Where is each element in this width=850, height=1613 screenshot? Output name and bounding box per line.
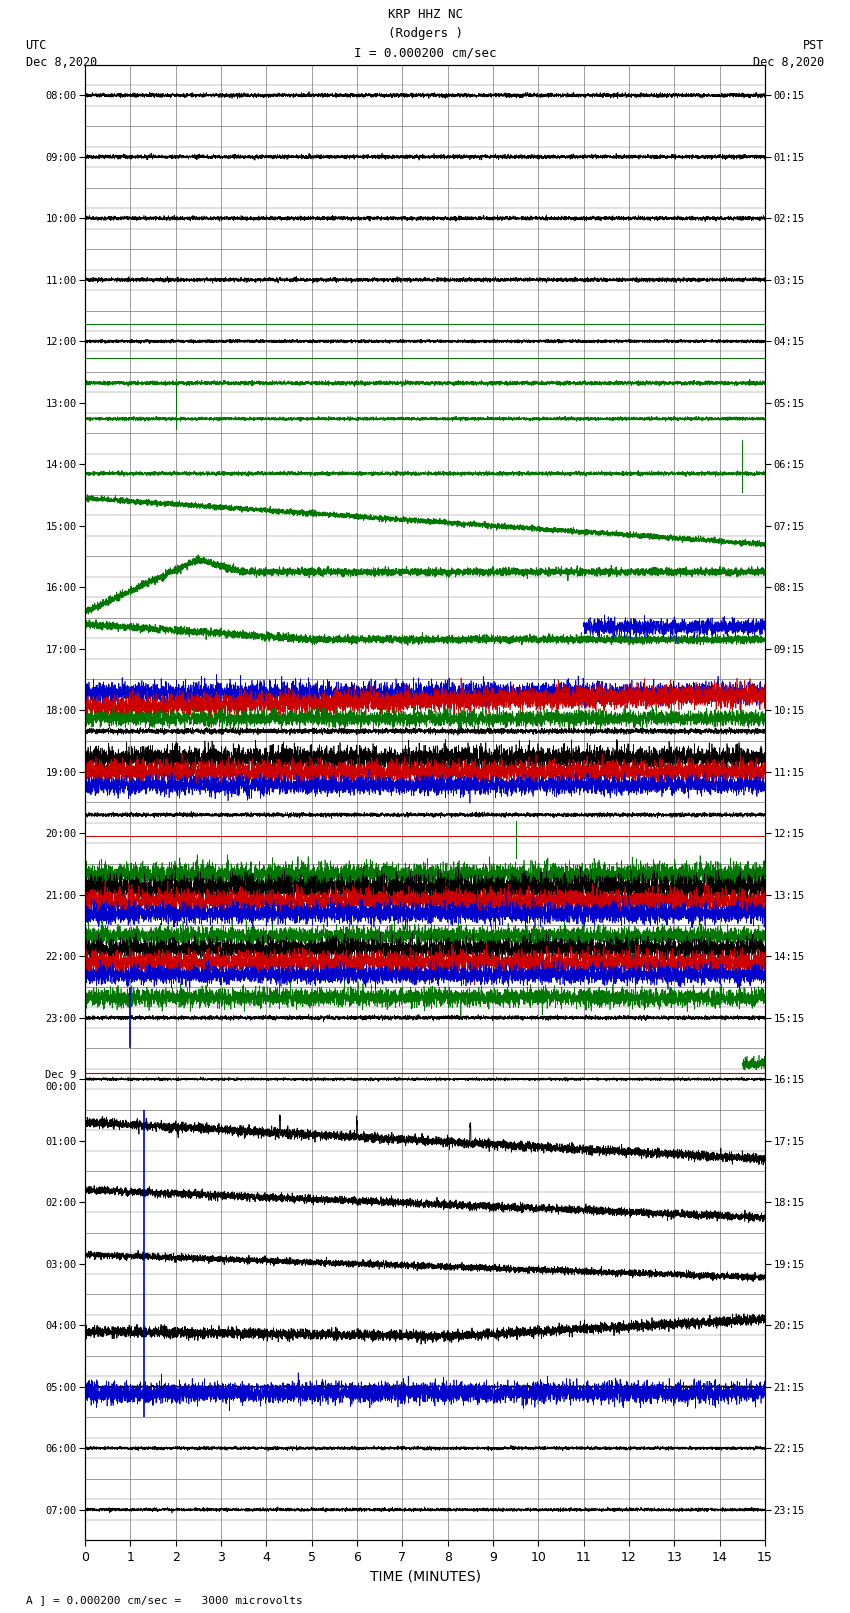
- Title: KRP HHZ NC
(Rodgers )
I = 0.000200 cm/sec: KRP HHZ NC (Rodgers ) I = 0.000200 cm/se…: [354, 8, 496, 60]
- Text: A ] = 0.000200 cm/sec =   3000 microvolts: A ] = 0.000200 cm/sec = 3000 microvolts: [26, 1595, 303, 1605]
- Text: Dec 8,2020: Dec 8,2020: [26, 56, 97, 69]
- Text: PST: PST: [803, 39, 824, 52]
- Text: UTC: UTC: [26, 39, 47, 52]
- X-axis label: TIME (MINUTES): TIME (MINUTES): [370, 1569, 480, 1584]
- Text: Dec 8,2020: Dec 8,2020: [753, 56, 824, 69]
